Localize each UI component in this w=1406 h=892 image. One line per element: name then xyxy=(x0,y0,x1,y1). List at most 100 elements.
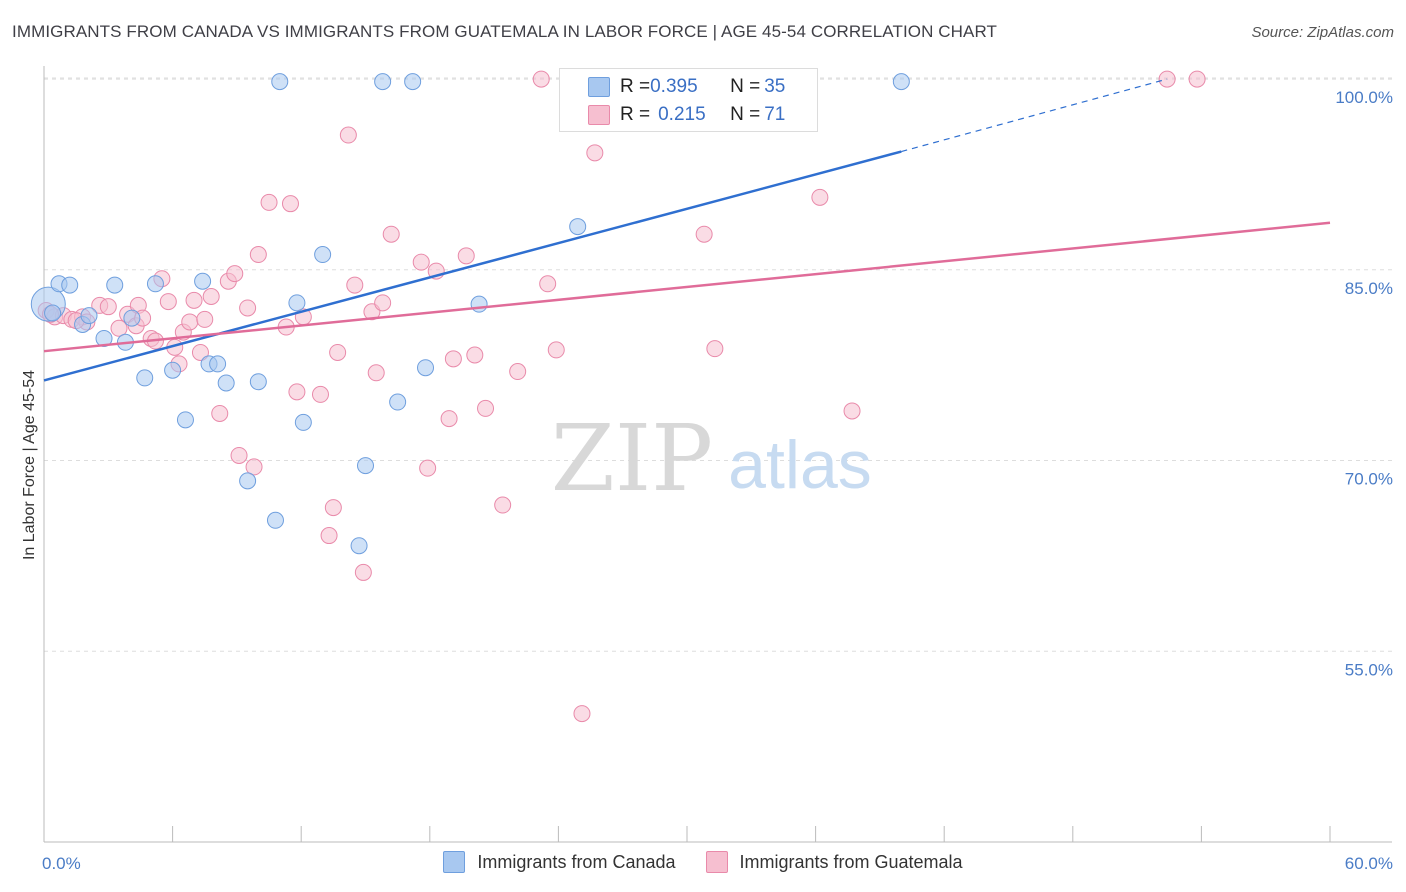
guatemala-point xyxy=(260,193,278,211)
guatemala-point xyxy=(311,385,329,403)
legend-swatch-canada xyxy=(443,851,466,873)
guatemala-point xyxy=(811,188,829,206)
canada-point xyxy=(194,272,212,290)
guatemala-point xyxy=(586,144,604,162)
y-tick-label: 70.0% xyxy=(1345,470,1393,489)
stats-row-canada: R = 0.395 N = 35 xyxy=(560,73,785,101)
guatemala-point xyxy=(288,383,306,401)
guatemala-point xyxy=(99,298,117,316)
guatemala-point xyxy=(457,247,475,265)
axes xyxy=(43,66,1392,843)
canada-points xyxy=(30,73,910,555)
guatemala-point xyxy=(444,350,462,368)
canada-point xyxy=(404,73,422,91)
guatemala-r-label: R = xyxy=(620,104,651,125)
canada-point xyxy=(239,472,257,490)
canada-trend-extension xyxy=(901,78,1168,153)
stats-box: R = 0.395 N = 35 R = 0.215 N = 71 xyxy=(559,68,818,132)
canada-point xyxy=(123,309,141,327)
guatemala-swatch xyxy=(588,105,610,125)
legend-item-canada[interactable]: Immigrants from Canada xyxy=(443,851,676,873)
source-credit: Source: ZipAtlas.com xyxy=(1251,24,1394,41)
legend: Immigrants from Canada Immigrants from G… xyxy=(0,851,1406,873)
guatemala-point xyxy=(239,299,257,317)
guatemala-point xyxy=(509,363,527,381)
canada-point xyxy=(294,413,312,431)
guatemala-point xyxy=(339,126,357,144)
guatemala-point xyxy=(695,225,713,243)
y-tick-label: 55.0% xyxy=(1345,660,1393,679)
guatemala-point xyxy=(547,341,565,359)
legend-label-canada: Immigrants from Canada xyxy=(477,851,676,872)
legend-item-guatemala[interactable]: Immigrants from Guatemala xyxy=(705,851,963,873)
canada-point xyxy=(357,457,374,475)
guatemala-point xyxy=(281,195,299,213)
guatemala-point xyxy=(573,705,591,723)
grid-lines xyxy=(44,77,1392,652)
guatemala-point xyxy=(354,563,372,581)
guatemala-point xyxy=(477,399,495,417)
guatemala-point xyxy=(706,340,724,358)
guatemala-point xyxy=(159,293,177,311)
canada-point xyxy=(106,276,124,294)
guatemala-point xyxy=(226,265,244,283)
canada-swatch xyxy=(588,77,610,97)
canada-trend-line xyxy=(43,150,902,382)
guatemala-point xyxy=(843,402,861,420)
guatemala-point xyxy=(1188,70,1206,88)
guatemala-point xyxy=(532,70,550,88)
canada-point xyxy=(417,359,435,377)
guatemala-point xyxy=(466,346,484,364)
canada-point xyxy=(217,374,235,392)
y-tick-label: 85.0% xyxy=(1345,279,1393,298)
canada-point xyxy=(95,329,113,347)
canada-point xyxy=(892,73,910,91)
guatemala-point xyxy=(320,527,338,545)
guatemala-point xyxy=(329,343,347,361)
canada-r-value: 0.395 xyxy=(650,76,698,97)
canada-point xyxy=(314,246,332,264)
guatemala-point xyxy=(419,459,437,477)
canada-point xyxy=(374,73,392,91)
guatemala-point xyxy=(196,310,214,328)
guatemala-point xyxy=(110,319,128,337)
guatemala-point xyxy=(346,276,364,294)
guatemala-point xyxy=(367,364,385,382)
guatemala-point xyxy=(374,294,392,312)
canada-point xyxy=(44,304,62,322)
canada-point xyxy=(271,73,289,91)
canada-r-label: R = xyxy=(620,76,651,97)
legend-swatch-guatemala xyxy=(705,851,728,873)
guatemala-point xyxy=(539,275,557,293)
x-tick-label: 0.0% xyxy=(42,854,81,873)
canada-n-value: 35 xyxy=(764,76,786,97)
canada-n-label: N = xyxy=(730,76,761,97)
legend-label-guatemala: Immigrants from Guatemala xyxy=(739,851,963,872)
guatemala-point xyxy=(412,253,430,271)
guatemala-point xyxy=(382,225,400,243)
watermark-zip: ZIP xyxy=(551,405,713,512)
canada-point xyxy=(266,511,284,529)
guatemala-points xyxy=(37,70,1206,723)
guatemala-point xyxy=(185,291,203,309)
tick-labels: 100.0% 85.0% 70.0% 55.0% 0.0% 60.0% xyxy=(42,88,1393,873)
canada-point xyxy=(470,295,488,313)
canada-point xyxy=(569,218,587,236)
guatemala-point xyxy=(211,404,229,422)
canada-point xyxy=(61,276,79,294)
canada-point xyxy=(80,307,98,325)
guatemala-point xyxy=(249,246,267,264)
canada-point xyxy=(249,373,267,391)
chart-title: IMMIGRANTS FROM CANADA VS IMMIGRANTS FRO… xyxy=(12,22,998,41)
guatemala-r-value: 0.215 xyxy=(658,104,706,125)
guatemala-point xyxy=(230,446,248,464)
canada-point xyxy=(209,355,227,373)
guatemala-trend-line xyxy=(43,221,1331,353)
guatemala-point xyxy=(324,499,342,517)
canada-point xyxy=(176,411,194,429)
trend-lines xyxy=(43,78,1331,382)
x-tick-label: 60.0% xyxy=(1345,854,1393,873)
watermark-atlas: atlas xyxy=(728,427,872,503)
watermark: ZIP atlas xyxy=(551,405,872,512)
